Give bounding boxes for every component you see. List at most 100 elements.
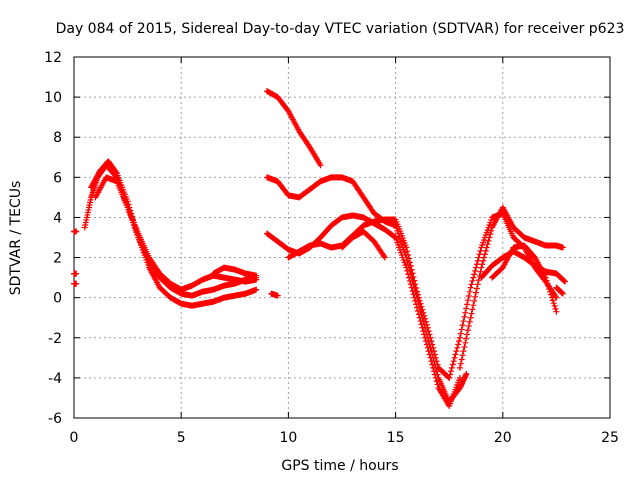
data-point: [403, 264, 410, 271]
x-tick-label: 10: [279, 430, 297, 446]
data-point: [462, 309, 469, 316]
data-point: [464, 331, 471, 338]
data-point: [487, 231, 494, 238]
x-tick-label: 5: [177, 430, 186, 446]
data-point: [422, 318, 429, 325]
data-point: [480, 257, 487, 264]
chart-title: Day 084 of 2015, Sidereal Day-to-day VTE…: [56, 21, 625, 37]
data-point: [429, 361, 436, 368]
y-axis-label: SDTVAR / TECUs: [8, 181, 24, 296]
data-point: [472, 267, 479, 274]
data-point: [543, 277, 550, 284]
data-point: [561, 278, 568, 285]
data-point: [474, 257, 481, 264]
data-point: [428, 358, 435, 365]
data-point: [477, 247, 484, 254]
data-point: [416, 314, 423, 321]
x-tick-label: 15: [387, 430, 405, 446]
data-point: [464, 327, 471, 334]
data-point: [472, 293, 479, 300]
data-point: [458, 326, 465, 333]
data-point: [473, 261, 480, 268]
data-point: [418, 321, 425, 328]
data-point: [449, 361, 456, 368]
data-point: [458, 356, 465, 363]
data-point: [412, 281, 419, 288]
data-point: [459, 322, 466, 329]
data-point: [73, 270, 80, 277]
data-point: [464, 301, 471, 308]
data-point: [404, 248, 411, 255]
series-trace-14: [456, 204, 566, 371]
data-point: [463, 305, 470, 312]
data-point: [411, 277, 418, 284]
data-point: [447, 368, 454, 375]
data-point: [425, 328, 432, 335]
data-point: [426, 351, 433, 358]
data-point: [397, 235, 404, 242]
data-point: [414, 304, 421, 311]
data-point: [418, 303, 425, 310]
data-point: [470, 274, 477, 281]
data-point: [417, 318, 424, 325]
series-trace-16: [478, 248, 568, 285]
y-tick-label: -4: [48, 371, 62, 387]
data-point: [405, 271, 412, 278]
data-point: [381, 254, 388, 261]
data-point: [546, 285, 553, 292]
series-trace-6: [92, 174, 260, 293]
data-point: [414, 308, 421, 315]
data-point: [406, 255, 412, 262]
data-point: [427, 354, 434, 361]
data-point: [462, 339, 469, 346]
data-point: [434, 381, 441, 388]
data-point: [468, 310, 475, 317]
data-point: [409, 270, 416, 277]
data-point: [403, 244, 410, 251]
data-point: [453, 348, 460, 355]
data-point: [456, 364, 463, 371]
data-point: [549, 297, 556, 304]
data-point: [548, 294, 555, 301]
data-point: [466, 288, 473, 295]
data-point: [448, 364, 455, 371]
data-point: [471, 271, 478, 278]
data-point: [430, 364, 437, 371]
data-point: [317, 162, 324, 169]
data-point: [274, 292, 281, 299]
data-point: [397, 238, 404, 245]
data-point: [428, 338, 435, 345]
data-point: [476, 251, 483, 258]
data-point: [474, 281, 481, 288]
data-point: [551, 303, 558, 310]
data-point: [406, 259, 413, 266]
data-point: [488, 227, 495, 234]
data-point: [420, 309, 427, 316]
data-point: [432, 374, 439, 381]
data-point: [471, 298, 478, 305]
data-point: [456, 338, 463, 345]
data-point: [414, 291, 421, 298]
series-trace-2: [71, 270, 80, 277]
series-trace-13: [268, 290, 281, 299]
plot-frame: [73, 56, 611, 419]
data-point: [460, 348, 467, 355]
data-point: [561, 277, 568, 284]
data-point: [420, 328, 427, 335]
y-tick-label: 12: [44, 50, 62, 66]
data-point: [404, 267, 411, 274]
data-point: [470, 302, 477, 309]
data-point: [484, 241, 491, 248]
data-point: [468, 281, 475, 288]
y-tick-label: -6: [48, 411, 62, 427]
data-point: [481, 254, 488, 261]
data-point: [73, 228, 80, 235]
data-point: [475, 254, 482, 261]
data-point: [467, 314, 474, 321]
data-point: [460, 318, 467, 325]
y-tick-label: 4: [53, 210, 62, 226]
data-point: [461, 313, 468, 320]
data-point: [473, 289, 479, 296]
axis-ticks: 0 5 10 15 20 25 -6 -4 -2 0 2 4 6 8 10 12: [44, 50, 619, 446]
